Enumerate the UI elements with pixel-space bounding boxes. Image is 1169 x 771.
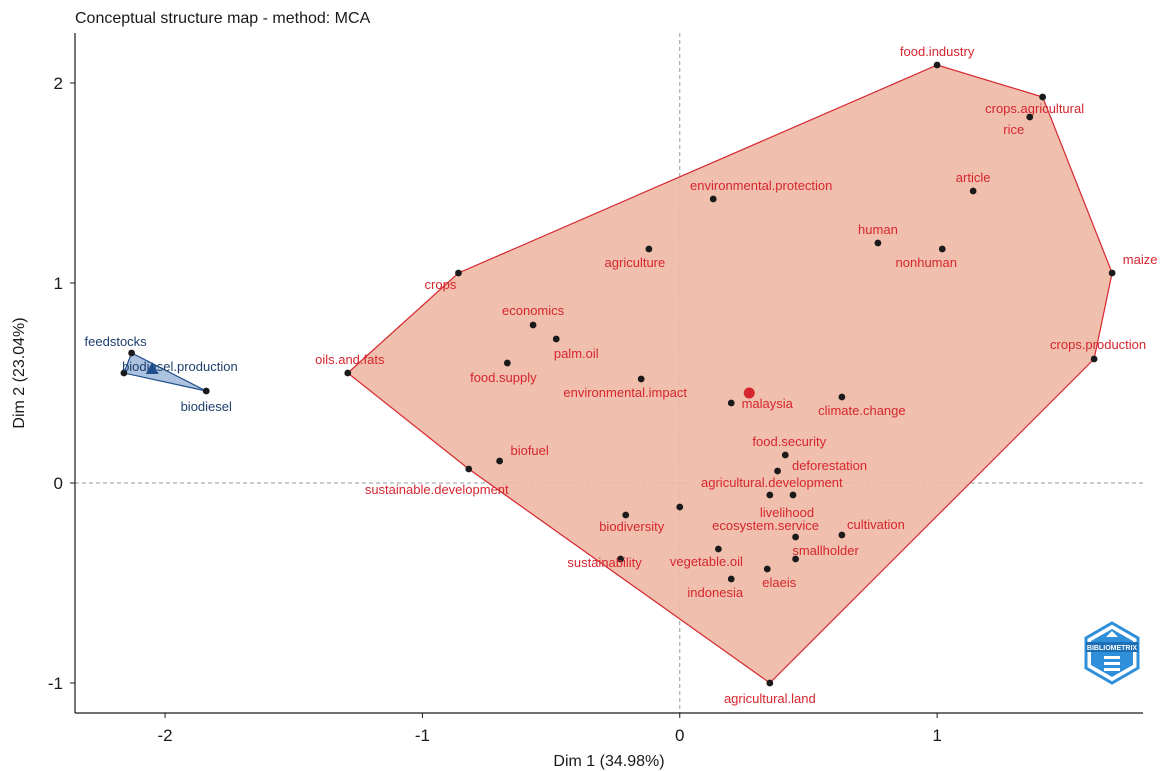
cluster-1-point (874, 239, 882, 247)
cluster-1-point (617, 555, 624, 563)
cluster-1-point-label: agriculture (605, 255, 666, 270)
cluster-2-point-label: feedstocks (85, 334, 148, 349)
cluster-1-point (465, 465, 473, 473)
cluster-1-point (552, 335, 560, 343)
cluster-1-point-label: oils.and.fats (315, 352, 385, 367)
cluster-1-point (933, 61, 941, 69)
axes: -2 -1 0 1 -1 0 1 2 (48, 33, 1143, 745)
x-tick-label: -1 (415, 726, 430, 745)
y-tick-label: 2 (54, 74, 63, 93)
cluster-1-point-label: maize (1123, 252, 1158, 267)
cluster-1-point (838, 393, 846, 401)
bibliometrix-logo-icon: BIBLIOMETRIX (1084, 621, 1140, 685)
cluster-1-point (344, 369, 352, 377)
cluster-1-point-label: environmental.protection (690, 178, 832, 193)
cluster-1-point (766, 491, 774, 499)
cluster-1-point (727, 575, 735, 583)
y-axis-label: Dim 2 (23.04%) (11, 317, 28, 428)
cluster-1-point (645, 245, 653, 253)
cluster-1-point (792, 533, 799, 541)
cluster-1-point-label: malaysia (742, 396, 794, 411)
cluster-1-point (496, 457, 504, 465)
cluster-1-centroid (743, 387, 755, 399)
cluster-1-point-label: food.security (752, 434, 826, 449)
cluster-1-point (763, 565, 771, 573)
cluster-1-point (727, 399, 735, 407)
cluster-1-point (838, 531, 846, 539)
cluster-1-point-label: indonesia (687, 585, 743, 600)
cluster-1-point-label: human (858, 222, 898, 237)
cluster-1-point-label: economics (502, 303, 565, 318)
y-tick-label: 0 (54, 474, 63, 493)
cluster-1-point (714, 545, 722, 553)
cluster-1-point (503, 359, 511, 367)
cluster-1-point-label: elaeis (762, 575, 796, 590)
cluster-1-point (622, 511, 630, 519)
cluster-1-point-label: food.supply (470, 370, 537, 385)
cluster-1-point-label: ecosystem.service (712, 518, 819, 533)
cluster-1-point-label: article (956, 170, 991, 185)
cluster-2-centroid (145, 362, 159, 374)
cluster-1-point-label: food.industry (900, 44, 975, 59)
cluster-2-point (202, 387, 210, 395)
cluster-1-point-label: vegetable.oil (670, 554, 743, 569)
cluster-1-point (781, 451, 789, 459)
cluster-2-point-label: biodiesel.production (122, 359, 238, 374)
cluster-1-point (1108, 269, 1116, 277)
cluster-1-point (676, 503, 684, 511)
cluster-1-point-label: crops.agricultural (985, 101, 1084, 116)
x-axis-label: Dim 1 (34.98%) (553, 753, 664, 770)
x-tick-label: 0 (675, 726, 684, 745)
cluster-1-point-label: crops.production (1050, 337, 1146, 352)
chart-title: Conceptual structure map - method: MCA (75, 10, 371, 27)
cluster-1-point (1090, 355, 1098, 363)
cluster-2-point (120, 369, 128, 377)
x-tick-label: 1 (932, 726, 941, 745)
logo-text: BIBLIOMETRIX (1087, 645, 1137, 652)
cluster-1-point (789, 491, 797, 499)
cluster-1-point (709, 195, 717, 203)
cluster-1-point-label: sustainable.development (365, 482, 509, 497)
cluster-1-point (766, 679, 774, 687)
cluster-1-point-label: livelihood (760, 505, 814, 520)
plot-area: food.industry crops.agricultural rice artic… (75, 33, 1157, 713)
cluster-1-point-label: palm.oil (554, 346, 599, 361)
cluster-1-point-label: smallholder (792, 543, 859, 558)
cluster-1-point (774, 467, 781, 475)
cluster-1-point-label: biodiversity (599, 519, 665, 534)
cluster-1-point-label: crops (425, 277, 457, 292)
cluster-1-point-label: cultivation (847, 517, 905, 532)
cluster-1-point-label: biofuel (510, 443, 548, 458)
cluster-2-point-label: biodiesel (181, 399, 232, 414)
cluster-1-point (792, 555, 799, 563)
x-tick-label: -2 (158, 726, 173, 745)
cluster-2-hull (123, 352, 207, 392)
cluster-2-point (128, 349, 136, 357)
cluster-1-point (529, 321, 537, 329)
cluster-1-point (637, 375, 645, 383)
cluster-1-point-label: deforestation (792, 458, 867, 473)
cluster-1-point-label: sustainability (567, 555, 642, 570)
cluster-1-point-label: agricultural.development (701, 475, 843, 490)
cluster-1-point-label: rice (1003, 122, 1024, 137)
cluster-1-point (969, 187, 977, 195)
cluster-1-point (1039, 93, 1047, 101)
cluster-1-point (455, 269, 462, 277)
cluster-1-point-label: climate.change (818, 403, 905, 418)
cluster-1-point-label: nonhuman (896, 255, 957, 270)
y-tick-label: 1 (54, 274, 63, 293)
cluster-1-point-label: environmental.impact (563, 385, 687, 400)
cluster-1-point-label: agricultural.land (724, 691, 816, 706)
cluster-1-point (1026, 113, 1034, 121)
y-tick-label: -1 (48, 674, 63, 693)
cluster-1-point (938, 245, 946, 253)
